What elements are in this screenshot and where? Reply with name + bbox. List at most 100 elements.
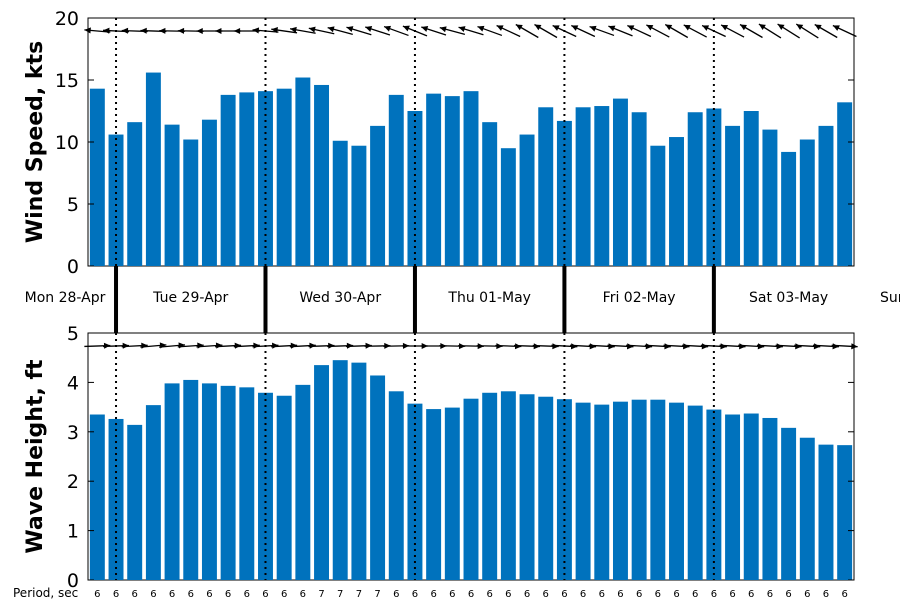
period-value: 6 [300,589,306,600]
wind-direction-arrow [739,23,763,39]
period-value: 7 [318,589,324,600]
wind-direction-arrow [646,24,670,38]
wave-ytick-label: 2 [67,471,79,493]
wave-bar [725,414,741,580]
period-value: 6 [561,589,567,600]
wave-bar [669,402,684,580]
wind-direction-arrow [627,24,652,38]
period-value: 6 [692,589,698,600]
wind-bar [407,111,423,266]
wind-direction-arrow [439,26,466,35]
wave-height-panel: 0 1 2 3 4 5 Wave Height, ft [23,323,858,592]
wind-direction-arrow [720,24,745,38]
wind-ytick-label: 15 [55,70,79,92]
wind-bar [743,111,759,266]
wave-bar [370,375,386,580]
wave-bar [351,362,367,580]
wave-ytick-label: 1 [67,521,79,543]
wave-bar [258,392,273,580]
wave-bar [743,413,759,580]
wind-bar [669,137,684,266]
period-value: 6 [748,589,754,600]
wind-bar [837,102,853,266]
wind-bar [575,107,591,266]
period-value: 6 [617,589,623,600]
wave-bar [500,391,516,580]
period-value: 7 [337,589,343,600]
wind-bar [351,145,367,266]
wind-bar [631,112,647,267]
wind-bar [650,145,666,266]
wave-direction-arrow [831,343,858,350]
period-value: 6 [468,589,474,600]
wind-ytick-label: 5 [67,194,79,216]
wave-bar [575,402,591,580]
wind-bar [314,84,330,267]
wind-direction-arrow [252,27,279,34]
wave-bar [332,360,348,580]
period-value: 6 [412,589,418,600]
wave-bar [164,383,180,580]
wind-direction-arrow [515,23,539,39]
wind-direction-arrow [832,24,857,38]
period-value: 6 [785,589,791,600]
period-value: 6 [281,589,287,600]
period-value: 6 [393,589,399,600]
wind-direction-arrow [571,24,596,38]
wave-direction-arrow [289,342,316,349]
wave-direction-arrow [103,342,130,349]
period-value: 6 [729,589,735,600]
period-value: 6 [599,589,605,600]
day-label: Tue 29-Apr [152,290,228,306]
day-label: Sun [880,290,900,306]
day-label: Mon 28-Apr [25,290,106,306]
wind-direction-arrow [664,23,689,39]
period-value: 6 [804,589,810,600]
period-value: 7 [356,589,362,600]
wind-ylabel: Wind Speed, kts [23,41,48,243]
period-value: 6 [150,589,156,600]
period-value: 6 [206,589,212,600]
wind-bar [332,140,348,266]
wind-bar [781,151,797,266]
period-value: 6 [524,589,530,600]
wave-bar [799,437,815,580]
period-value: 6 [841,589,847,600]
wind-bar [687,112,703,267]
wind-bar [239,92,255,267]
wind-direction-arrow [552,24,577,38]
wind-bar [538,107,554,266]
wave-bar [631,399,647,580]
wind-direction-arrow [346,26,372,36]
wave-bar [762,417,778,580]
wave-bar [276,395,292,580]
wind-bar [295,77,311,267]
wave-bar [818,444,834,580]
wave-bar [519,394,535,580]
period-value: 6 [244,589,250,600]
day-label: Thu 01-May [447,290,531,306]
wind-bar [127,122,143,266]
period-value: 6 [94,589,100,600]
wave-bar [388,391,404,580]
wind-direction-arrow [814,23,838,39]
wind-direction-arrow [589,25,615,37]
wind-bar [463,91,479,266]
wind-direction-arrow [289,26,316,34]
period-value: 6 [225,589,231,600]
period-value: 6 [449,589,455,600]
wind-bar [426,93,442,266]
wind-bar [276,88,292,267]
wave-ytick-label: 4 [67,372,79,394]
period-value: 6 [188,589,194,600]
wave-bar [183,379,199,580]
wind-ytick-label: 10 [55,132,79,154]
period-value: 6 [655,589,661,600]
wind-direction-arrow [477,25,503,37]
wave-bar [837,445,853,580]
wind-bar [183,139,199,266]
wave-bar [482,392,498,580]
wave-bar [407,403,423,580]
wave-bar [239,387,255,580]
